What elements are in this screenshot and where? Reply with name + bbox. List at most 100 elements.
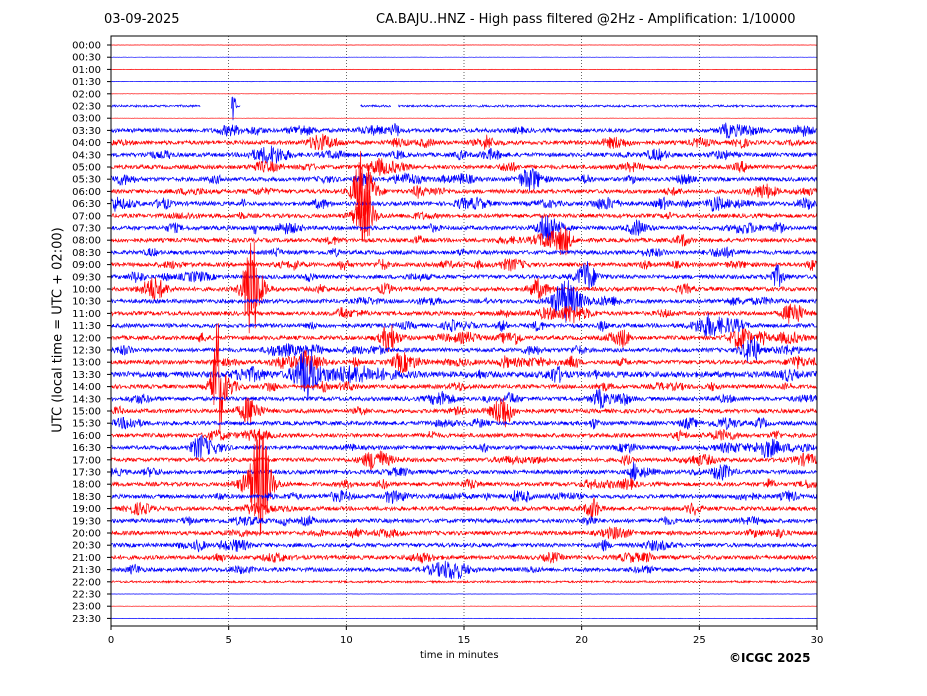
y-tick-label: 17:30 <box>72 468 101 479</box>
trace-row <box>110 560 818 580</box>
trace-row <box>110 489 818 504</box>
trace-row <box>110 133 818 151</box>
trace-row <box>110 150 818 234</box>
trace-row <box>110 167 818 192</box>
y-tick-label: 01:00 <box>72 65 101 76</box>
trace-row <box>110 246 818 259</box>
y-tick-label: 08:00 <box>72 236 101 247</box>
trace-row <box>110 526 818 541</box>
trace-row <box>110 539 818 553</box>
y-tick-label: 18:30 <box>72 492 101 503</box>
y-tick-label: 05:30 <box>72 175 101 186</box>
x-tick-label: 0 <box>108 635 114 646</box>
x-tick-label: 30 <box>811 635 824 646</box>
y-tick-label: 02:00 <box>72 89 101 100</box>
y-tick-label: 19:30 <box>72 516 101 527</box>
y-tick-label: 06:00 <box>72 187 101 198</box>
trace-row <box>110 241 818 334</box>
trace-row <box>110 303 818 324</box>
y-tick-label: 21:00 <box>72 553 101 564</box>
trace-row <box>110 515 818 527</box>
trace-row <box>110 450 818 471</box>
y-tick-label: 10:30 <box>72 297 101 308</box>
x-axis-label: time in minutes <box>420 650 499 661</box>
y-tick-label: 09:00 <box>72 260 101 271</box>
y-tick-label: 20:30 <box>72 541 101 552</box>
x-tick-label: 15 <box>458 635 471 646</box>
trace-row <box>110 96 818 121</box>
trace-row <box>110 336 818 364</box>
y-tick-label: 04:30 <box>72 150 101 161</box>
y-tick-label: 07:00 <box>72 211 101 222</box>
y-tick-label: 23:00 <box>72 602 101 613</box>
y-tick-label: 22:00 <box>72 577 101 588</box>
trace-row <box>110 428 818 536</box>
trace-row <box>110 350 818 401</box>
trace-row <box>110 324 818 353</box>
trace-row <box>111 323 818 435</box>
y-tick-label: 15:00 <box>72 407 101 418</box>
trace-row <box>110 388 818 409</box>
x-tick-labels: 0 5 10 15 20 25 30 <box>108 626 824 646</box>
y-tick-label: 02:30 <box>72 102 101 113</box>
y-tick-label: 13:00 <box>72 358 101 369</box>
y-tick-label: 15:30 <box>72 419 101 430</box>
chart-title: CA.BAJU..HNZ - High pass filtered @2Hz -… <box>376 12 796 27</box>
y-tick-label: 22:30 <box>72 590 101 601</box>
y-tick-label: 08:30 <box>72 248 101 259</box>
trace-row <box>110 258 818 272</box>
y-tick-label: 09:30 <box>72 272 101 283</box>
y-tick-label: 20:00 <box>72 529 101 540</box>
y-tick-label: 17:00 <box>72 455 101 466</box>
y-tick-label: 06:30 <box>72 199 101 210</box>
trace-row <box>110 313 818 337</box>
trace-row <box>110 434 818 460</box>
y-tick-label: 03:30 <box>72 126 101 137</box>
y-tick-label: 16:30 <box>72 443 101 454</box>
x-tick-label: 10 <box>340 635 353 646</box>
x-tick-label: 25 <box>693 635 706 646</box>
y-tick-label: 14:30 <box>72 394 101 405</box>
trace-row <box>110 184 818 242</box>
y-tick-label: 03:00 <box>72 114 101 125</box>
trace-row <box>110 226 818 256</box>
x-tick-label: 5 <box>225 635 231 646</box>
x-tick-label: 20 <box>575 635 588 646</box>
trace-row <box>110 261 818 291</box>
trace-row <box>110 157 818 176</box>
seismic-traces <box>110 44 818 619</box>
y-tick-label: 11:00 <box>72 309 101 320</box>
trace-row <box>110 428 818 442</box>
y-tick-label: 05:00 <box>72 163 101 174</box>
y-tick-label: 16:00 <box>72 431 101 442</box>
trace-row <box>110 579 818 585</box>
copyright-credit: ©ICGC 2025 <box>729 651 811 665</box>
y-tick-label: 18:00 <box>72 480 101 491</box>
trace-row <box>110 397 818 428</box>
y-tick-label: 12:30 <box>72 346 101 357</box>
trace-row <box>110 551 817 565</box>
trace-row <box>110 215 818 242</box>
trace-row <box>110 461 818 481</box>
trace-row <box>110 145 818 165</box>
y-tick-label: 10:00 <box>72 285 101 296</box>
trace-row <box>110 280 818 323</box>
y-tick-label: 12:00 <box>72 333 101 344</box>
trace-row <box>110 496 818 520</box>
date-label: 03-09-2025 <box>104 12 180 27</box>
y-tick-label: 19:00 <box>72 504 101 515</box>
y-tick-label: 07:30 <box>72 224 101 235</box>
y-tick-label: 11:30 <box>72 321 101 332</box>
y-tick-label: 23:30 <box>72 614 101 625</box>
y-tick-label: 00:30 <box>72 53 101 64</box>
trace-row <box>110 350 818 375</box>
grid-lines <box>228 36 700 626</box>
y-tick-label: 04:00 <box>72 138 101 149</box>
trace-row <box>110 196 818 213</box>
y-tick-label: 00:00 <box>72 41 101 52</box>
trace-row <box>110 122 818 139</box>
y-tick-label: 01:30 <box>72 77 101 88</box>
y-tick-label: 21:30 <box>72 565 101 576</box>
